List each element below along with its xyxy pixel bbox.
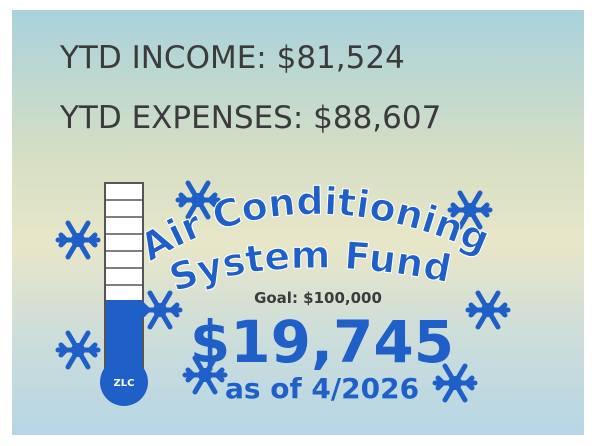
- ytd-expenses: YTD EXPENSES: $88,607: [59, 100, 441, 136]
- amount: $19,745: [190, 308, 454, 376]
- badge: ZLC: [114, 378, 135, 389]
- goal: Goal: $100,000: [254, 289, 382, 307]
- ytd-income: YTD INCOME: $81,524: [59, 40, 405, 76]
- poster: YTD INCOME: $81,524 YTD EXPENSES: $88,60…: [0, 0, 595, 446]
- thermometer: ZLC: [100, 183, 148, 406]
- as-of: as of 4/2026: [225, 372, 419, 405]
